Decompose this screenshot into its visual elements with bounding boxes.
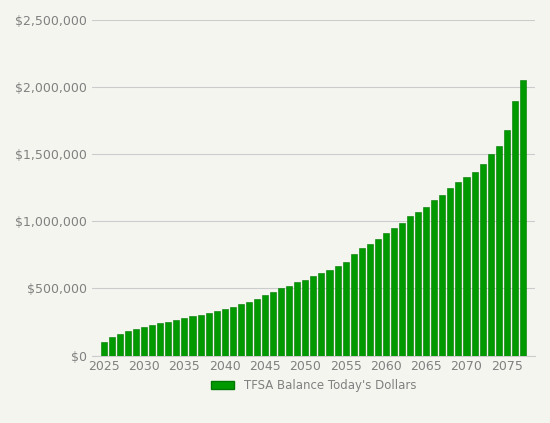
Bar (407, 216, 413, 356)
Bar (439, 195, 446, 356)
Bar (262, 295, 268, 356)
Bar (141, 327, 147, 356)
Bar (109, 338, 115, 356)
Bar (166, 322, 171, 356)
Bar (375, 239, 381, 356)
Bar (206, 313, 212, 356)
Bar (327, 270, 333, 356)
Bar (101, 341, 107, 356)
Bar (125, 332, 131, 356)
Bar (238, 304, 244, 356)
Bar (254, 299, 260, 356)
Bar (431, 200, 437, 356)
Bar (359, 248, 365, 356)
Bar (399, 223, 405, 356)
Bar (189, 316, 195, 356)
Bar (173, 320, 179, 356)
Bar (471, 172, 477, 356)
Bar (230, 307, 236, 356)
Bar (197, 315, 204, 356)
Bar (488, 154, 494, 356)
Bar (286, 286, 292, 356)
Bar (480, 164, 486, 356)
Bar (278, 288, 284, 356)
Bar (270, 292, 276, 356)
Bar (504, 130, 510, 356)
Bar (246, 302, 252, 356)
Bar (343, 262, 349, 356)
Bar (391, 228, 397, 356)
Bar (423, 206, 429, 356)
Bar (455, 182, 461, 356)
Bar (117, 334, 123, 356)
Bar (415, 212, 421, 356)
Bar (318, 273, 324, 356)
Legend: TFSA Balance Today's Dollars: TFSA Balance Today's Dollars (206, 374, 421, 397)
Bar (351, 253, 357, 356)
Bar (157, 324, 163, 356)
Bar (464, 177, 470, 356)
Bar (447, 188, 453, 356)
Bar (182, 318, 188, 356)
Bar (302, 280, 309, 356)
Bar (149, 325, 155, 356)
Bar (213, 311, 219, 356)
Bar (310, 276, 316, 356)
Bar (294, 283, 300, 356)
Bar (222, 309, 228, 356)
Bar (520, 80, 526, 356)
Bar (512, 101, 518, 356)
Bar (383, 233, 389, 356)
Bar (133, 329, 139, 356)
Bar (367, 244, 373, 356)
Bar (334, 266, 340, 356)
Bar (496, 146, 502, 356)
